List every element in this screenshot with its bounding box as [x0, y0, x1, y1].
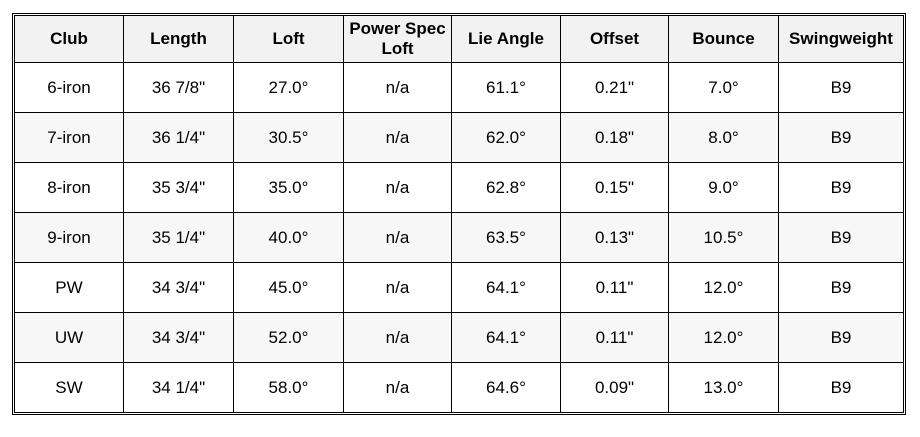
table-cell: 34 3/4" — [123, 262, 234, 313]
table-cell: 7.0° — [668, 62, 779, 113]
table-cell: 36 7/8" — [123, 62, 234, 113]
table-cell: 35 3/4" — [123, 162, 234, 213]
table-cell: 8.0° — [668, 112, 779, 163]
table-cell: B9 — [778, 262, 904, 313]
table-cell: 0.09" — [560, 362, 669, 413]
club-specs-table-frame: Club Length Loft Power Spec Loft Lie Angle Of… — [12, 13, 906, 415]
table-cell: 34 3/4" — [123, 312, 234, 363]
table-cell: 35 1/4" — [123, 212, 234, 263]
table-cell: 64.6° — [451, 362, 561, 413]
table-cell: SW — [14, 362, 124, 413]
table-cell: B9 — [778, 362, 904, 413]
table-cell: n/a — [343, 362, 452, 413]
table-cell: PW — [14, 262, 124, 313]
table-cell: 30.5° — [233, 112, 344, 163]
table-cell: 0.21" — [560, 62, 669, 113]
table-cell: 0.13" — [560, 212, 669, 263]
column-header-swingweight: Swingweight — [778, 15, 904, 63]
table-row-7-iron: 7-iron 36 1/4" 30.5° n/a 62.0° 0.18" 8.0° B9 — [14, 112, 904, 163]
table-body: 6-iron 36 7/8" 27.0° n/a 61.1° 0.21" 7.0° B9 7-i… — [14, 62, 904, 413]
table-cell: 64.1° — [451, 262, 561, 313]
table-cell: 62.8° — [451, 162, 561, 213]
table-cell: n/a — [343, 62, 452, 113]
table-row-8-iron: 8-iron 35 3/4" 35.0° n/a 62.8° 0.15" 9.0° B9 — [14, 162, 904, 213]
table-cell: 62.0° — [451, 112, 561, 163]
table-cell: 36 1/4" — [123, 112, 234, 163]
column-header-lie-angle: Lie Angle — [451, 15, 561, 63]
table-cell: 6-iron — [14, 62, 124, 113]
table-cell: n/a — [343, 162, 452, 213]
table-cell: 52.0° — [233, 312, 344, 363]
table-cell: n/a — [343, 312, 452, 363]
table-cell: n/a — [343, 212, 452, 263]
table-row-9-iron: 9-iron 35 1/4" 40.0° n/a 63.5° 0.13" 10.5° B9 — [14, 212, 904, 263]
column-header-power-spec-loft: Power Spec Loft — [343, 15, 452, 63]
table-cell: 9-iron — [14, 212, 124, 263]
table-cell: 58.0° — [233, 362, 344, 413]
table-cell: B9 — [778, 212, 904, 263]
table-cell: 13.0° — [668, 362, 779, 413]
table-cell: 35.0° — [233, 162, 344, 213]
table-cell: B9 — [778, 312, 904, 363]
table-cell: 64.1° — [451, 312, 561, 363]
table-cell: B9 — [778, 62, 904, 113]
table-cell: 9.0° — [668, 162, 779, 213]
table-header-row: Club Length Loft Power Spec Loft Lie Angle Of… — [14, 15, 904, 63]
table-row-sw: SW 34 1/4" 58.0° n/a 64.6° 0.09" 13.0° B9 — [14, 362, 904, 413]
table-row-uw: UW 34 3/4" 52.0° n/a 64.1° 0.11" 12.0° B9 — [14, 312, 904, 363]
table-cell: 12.0° — [668, 312, 779, 363]
table-cell: 0.11" — [560, 312, 669, 363]
table-cell: 8-iron — [14, 162, 124, 213]
table-cell: 40.0° — [233, 212, 344, 263]
table-cell: n/a — [343, 262, 452, 313]
table-cell: 34 1/4" — [123, 362, 234, 413]
club-specs-table: Club Length Loft Power Spec Loft Lie Angle Of… — [14, 15, 904, 413]
column-header-club: Club — [14, 15, 124, 63]
table-cell: UW — [14, 312, 124, 363]
table-cell: 0.15" — [560, 162, 669, 213]
column-header-offset: Offset — [560, 15, 669, 63]
table-cell: 45.0° — [233, 262, 344, 313]
column-header-loft: Loft — [233, 15, 344, 63]
table-cell: 7-iron — [14, 112, 124, 163]
table-cell: B9 — [778, 162, 904, 213]
table-cell: 63.5° — [451, 212, 561, 263]
table-row-6-iron: 6-iron 36 7/8" 27.0° n/a 61.1° 0.21" 7.0° B9 — [14, 62, 904, 113]
table-cell: 61.1° — [451, 62, 561, 113]
table-cell: B9 — [778, 112, 904, 163]
column-header-length: Length — [123, 15, 234, 63]
table-cell: 0.18" — [560, 112, 669, 163]
table-cell: 12.0° — [668, 262, 779, 313]
column-header-bounce: Bounce — [668, 15, 779, 63]
table-cell: n/a — [343, 112, 452, 163]
table-cell: 0.11" — [560, 262, 669, 313]
table-cell: 10.5° — [668, 212, 779, 263]
table-cell: 27.0° — [233, 62, 344, 113]
table-row-pw: PW 34 3/4" 45.0° n/a 64.1° 0.11" 12.0° B9 — [14, 262, 904, 313]
